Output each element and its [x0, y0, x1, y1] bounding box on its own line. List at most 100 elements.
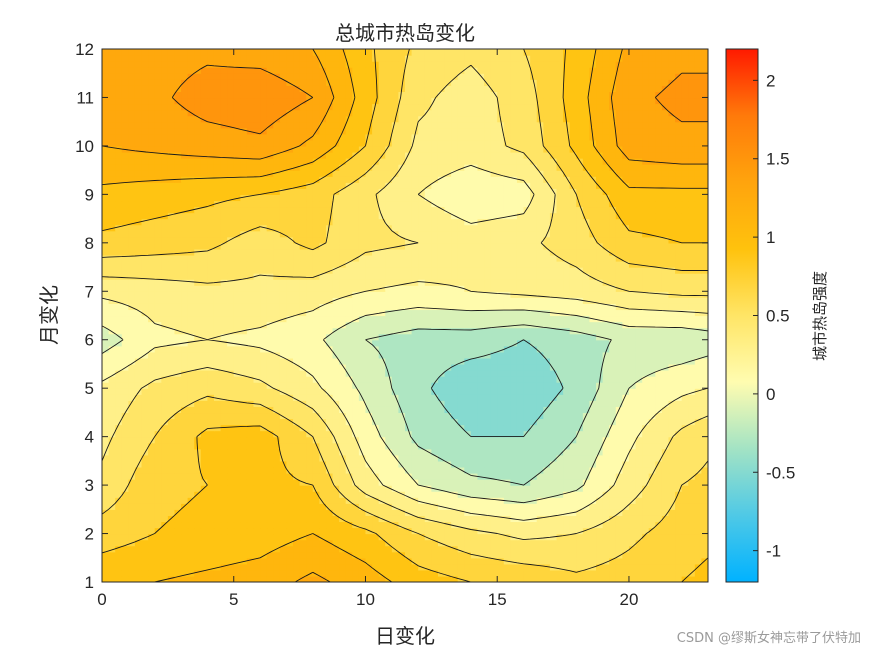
contour-cell — [273, 539, 281, 547]
contour-cell — [556, 527, 564, 535]
contour-cell — [655, 254, 663, 262]
contour-cell — [609, 315, 617, 323]
contour-cell — [675, 406, 683, 414]
contour-cell — [167, 309, 176, 317]
contour-cell — [352, 460, 360, 468]
contour-cell — [596, 321, 604, 329]
contour-cell — [411, 515, 419, 523]
contour-cell — [569, 466, 577, 474]
contour-cell — [437, 406, 446, 414]
contour-cell — [628, 485, 637, 492]
contour-cell — [523, 563, 531, 571]
contour-cell — [385, 539, 393, 547]
contour-cell — [108, 370, 116, 377]
contour-cell — [220, 466, 228, 474]
contour-cell — [576, 376, 584, 383]
contour-cell — [246, 273, 255, 280]
contour-cell — [642, 436, 650, 444]
contour-cell — [102, 497, 110, 504]
contour-cell — [655, 575, 663, 582]
contour-cell — [213, 509, 222, 516]
contour-cell — [668, 563, 676, 571]
contour-cell — [378, 442, 386, 450]
contour-cell — [431, 363, 439, 371]
contour-cell — [569, 291, 577, 298]
contour-cell — [293, 551, 301, 559]
contour-cell — [167, 394, 176, 401]
contour-cell — [556, 351, 564, 359]
contour-cell — [286, 497, 294, 504]
contour-cell — [563, 357, 571, 365]
contour-cell — [622, 273, 630, 280]
contour-cell — [405, 521, 413, 529]
contour-cell — [279, 279, 288, 286]
contour-cell — [418, 370, 426, 377]
contour-cell — [543, 563, 551, 571]
contour-cell — [246, 448, 255, 456]
contour-cell — [635, 285, 643, 292]
contour-cell — [246, 279, 255, 286]
contour-cell — [596, 388, 604, 395]
contour-cell — [602, 503, 610, 510]
contour-cell — [576, 466, 584, 474]
contour-cell — [121, 260, 129, 268]
contour-cell — [523, 545, 531, 553]
contour-cell — [154, 297, 162, 304]
contour-cell — [332, 345, 340, 353]
contour-cell — [602, 533, 610, 541]
contour-cell — [569, 363, 577, 371]
contour-cell — [675, 315, 683, 323]
contour-cell — [398, 279, 406, 286]
contour-cell — [240, 309, 248, 317]
contour-cell — [510, 485, 518, 492]
contour-cell — [306, 388, 314, 395]
contour-cell — [372, 424, 380, 432]
contour-cell — [102, 569, 110, 577]
contour-cell — [549, 273, 558, 280]
contour-cell — [161, 357, 169, 365]
contour-cell — [332, 260, 340, 268]
contour-cell — [102, 248, 110, 256]
contour-cell — [563, 394, 571, 401]
contour-cell — [549, 569, 558, 577]
contour-cell — [635, 509, 643, 516]
contour-cell — [358, 466, 367, 474]
contour-cell — [437, 515, 446, 523]
contour-cell — [148, 291, 156, 298]
contour-cell — [675, 539, 683, 547]
contour-cell — [167, 575, 176, 582]
contour-cell — [378, 291, 386, 298]
contour-cell — [365, 479, 373, 486]
contour-cell — [694, 539, 703, 547]
contour-cell — [246, 297, 255, 304]
contour-cell — [200, 333, 208, 341]
contour-cell — [121, 509, 129, 516]
contour-cell — [424, 394, 432, 401]
contour-cell — [602, 485, 610, 492]
contour-cell — [405, 527, 413, 535]
contour-cell — [523, 382, 531, 389]
contour-cell — [576, 357, 584, 365]
contour-cell — [187, 509, 195, 516]
contour-cell — [194, 479, 202, 486]
contour-cell — [266, 400, 274, 407]
contour-cell — [655, 563, 663, 571]
contour-cell — [484, 394, 492, 401]
contour-cell — [437, 394, 446, 401]
contour-cell — [576, 551, 584, 559]
contour-cell — [411, 345, 419, 353]
contour-cell — [266, 345, 274, 353]
contour-cell — [484, 315, 492, 323]
contour-cell — [339, 400, 347, 407]
contour-cell — [227, 303, 235, 311]
contour-cell — [503, 345, 511, 353]
contour-cell — [266, 557, 274, 565]
contour-cell — [286, 303, 294, 311]
contour-cell — [260, 291, 268, 298]
contour-cell — [688, 515, 696, 523]
contour-cell — [477, 448, 485, 456]
contour-cell — [497, 400, 505, 407]
contour-cell — [174, 436, 182, 444]
contour-cell — [497, 424, 505, 432]
